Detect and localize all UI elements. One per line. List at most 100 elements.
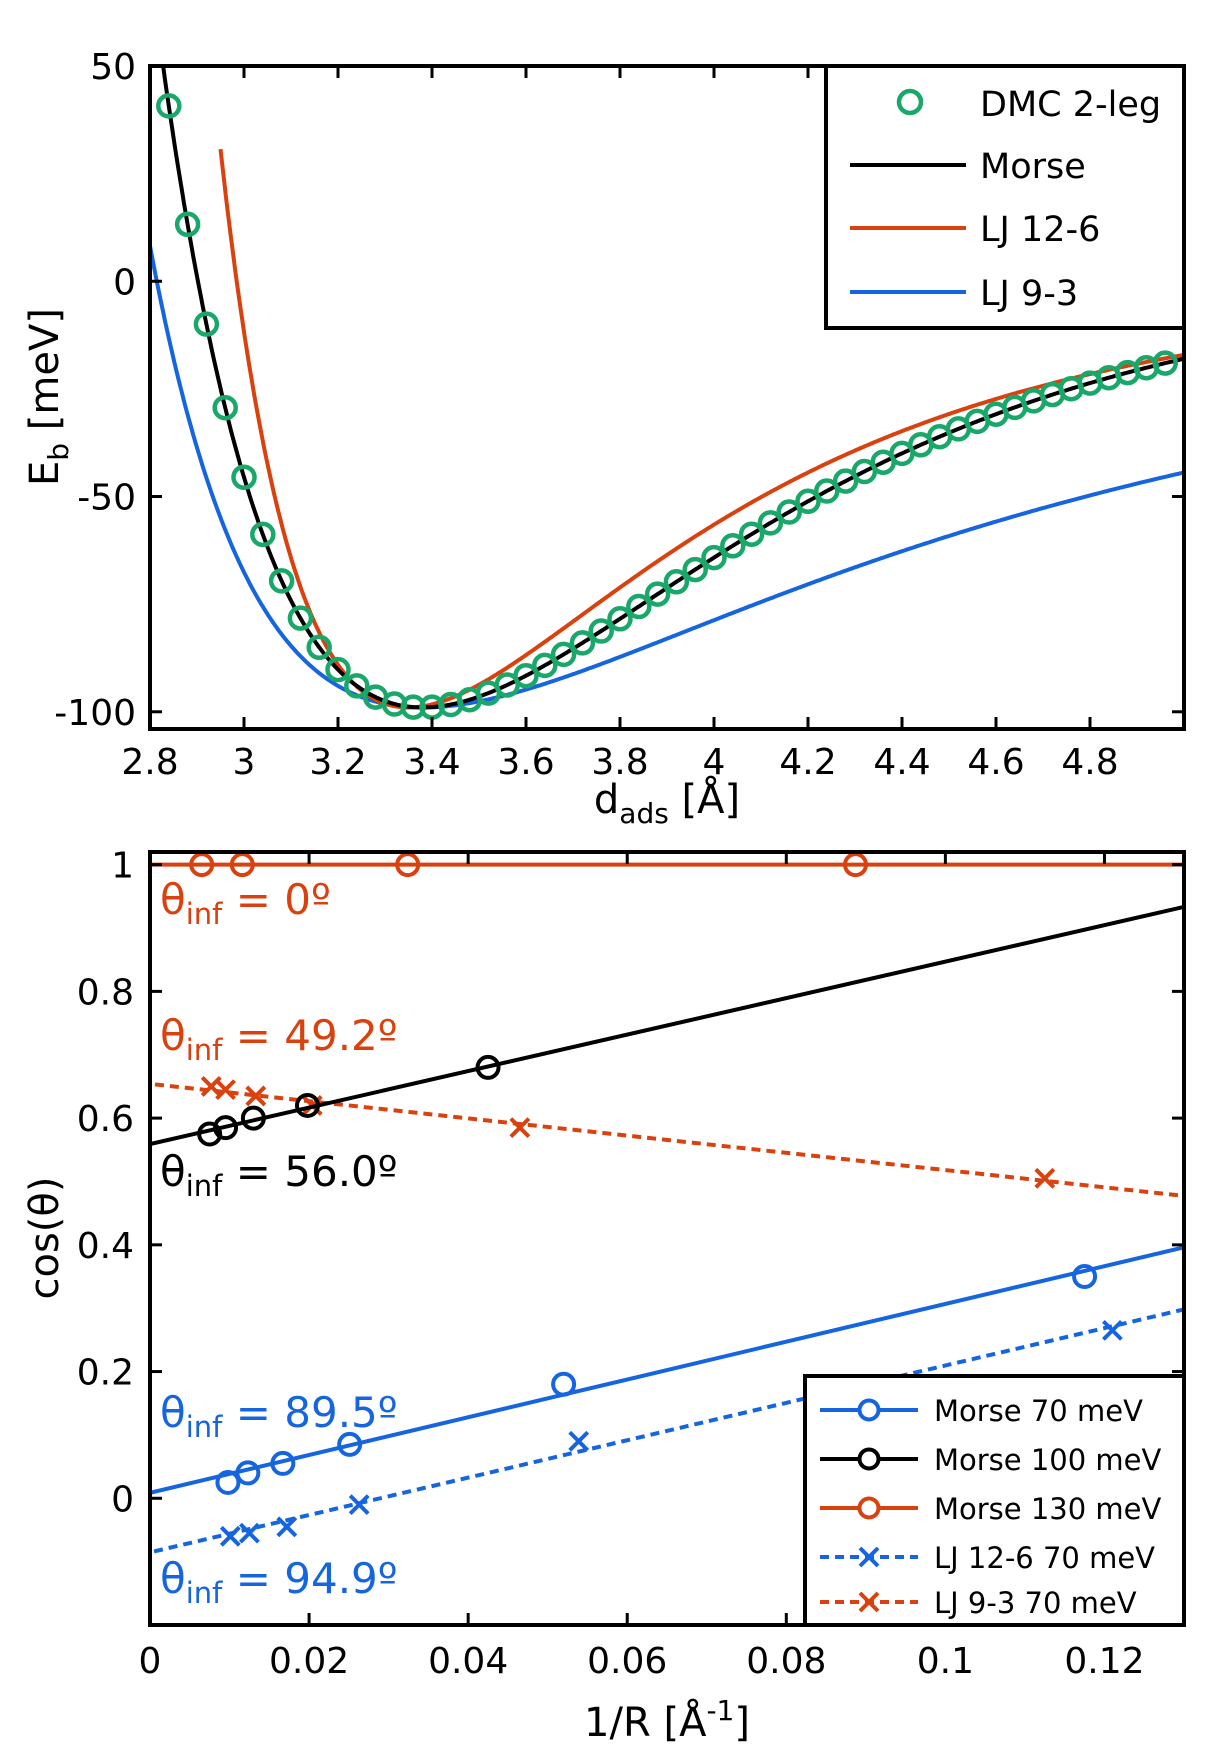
data-point-morse-100-mev [240, 1105, 266, 1131]
data-point-dmc [344, 673, 370, 699]
legend-label-morse70: Morse 70 meV [934, 1394, 1143, 1428]
legend-item-lj126: LJ 12-6 70 meV [820, 1541, 1155, 1575]
x-axis-label: dads [Å] [594, 775, 740, 830]
plot-frame-bottom [148, 850, 1186, 1627]
data-point-dmc [287, 605, 314, 631]
y-axis-label: Eb [meV] [22, 308, 75, 486]
y-tick-label: 0.4 [77, 1226, 134, 1267]
legend-marker-dmc [896, 88, 924, 116]
data-point-morse-100-mev [294, 1092, 320, 1118]
x-axis-label-bottom: 1/R [Å-1] [584, 1694, 750, 1746]
data-point-morse-70-mev [551, 1371, 577, 1397]
data-point-dmc [757, 510, 784, 536]
x-ticks: 2.8 3 3.2 3.4 3.6 3.8 4 4.2 4.4 4.6 4.8 [121, 66, 1119, 783]
data-point-morse-100-mev [213, 1115, 239, 1141]
data-point-lj-9-3-70-mev [509, 1117, 531, 1139]
legend-marker-lj93-70 [858, 1591, 880, 1613]
data-point-morse-70-mev [215, 1469, 241, 1495]
data-point-lj-12-6-70-mev [348, 1494, 370, 1516]
y-tick-label: 0.6 [77, 1099, 134, 1140]
legend-item-lj93: LJ 9-3 70 meV [820, 1586, 1137, 1620]
y-tick-label: 1 [111, 846, 134, 887]
data-point-dmc [814, 478, 840, 504]
legend-marker-morse100 [857, 1447, 881, 1471]
x-tick-label: 3.6 [497, 742, 554, 783]
data-point-lj-12-6-70-mev [239, 1522, 260, 1544]
y-tick-label: 0 [113, 262, 136, 303]
data-point-lj-12-6-70-mev [1102, 1319, 1123, 1341]
x-tick-label: 3.4 [403, 742, 460, 783]
data-point-morse-70-mev [235, 1460, 261, 1486]
data-point-morse-130-mev [395, 852, 421, 878]
fit-line-lj-12-6-70-mev [150, 1307, 1184, 1555]
data-point-dmc [776, 499, 802, 525]
data-point-morse-70-mev [270, 1450, 296, 1476]
x-tick-label: 3.2 [309, 742, 366, 783]
x-tick-label: 2.8 [121, 742, 178, 783]
annotation-theta-0: θinf = 0º [160, 875, 331, 931]
data-point-dmc [720, 533, 746, 559]
plot-frame [148, 64, 1186, 731]
data-point-dmc [588, 618, 614, 644]
x-tick-label: 3.8 [591, 742, 648, 783]
x-tick-label: 0 [139, 1641, 162, 1682]
legend-marker-morse130 [857, 1496, 881, 1520]
y-tick-label: -100 [54, 693, 136, 734]
data-point-dmc [250, 521, 276, 548]
data-point-morse-70-mev [1072, 1264, 1098, 1290]
data-point-dmc [644, 581, 671, 607]
y-ticks: 50 0 -50 -100 [54, 47, 1184, 734]
data-point-dmc [156, 93, 182, 119]
data-point-dmc [682, 556, 708, 583]
data-point-dmc [268, 568, 295, 594]
legend-label-dmc: DMC 2-leg [980, 85, 1161, 125]
x-tick-label: 4.2 [779, 742, 836, 783]
data-point-morse-130-mev [189, 852, 215, 878]
legend-label-lj93: LJ 9-3 [980, 274, 1078, 314]
data-point-lj-12-6-70-mev [219, 1525, 241, 1547]
x-tick-label: 0.02 [269, 1641, 349, 1682]
legend-marker-lj126-70 [858, 1546, 880, 1568]
data-point-dmc [1152, 350, 1178, 376]
fit-line-morse-100-mev [150, 904, 1184, 1147]
x-tick-label: 3 [233, 742, 256, 783]
data-point-dmc [795, 488, 821, 515]
data-point-morse-130-mev [229, 852, 255, 878]
legend-label-morse100: Morse 100 meV [934, 1443, 1162, 1477]
legend-label-morse: Morse [980, 147, 1086, 187]
data-point-lj-9-3-70-mev [215, 1079, 236, 1101]
data-point-dmc [626, 593, 652, 620]
annotation-theta-49: θinf = 49.2º [160, 1011, 398, 1067]
data-point-dmc [550, 641, 577, 668]
annotations: θinf = 0º θinf = 49.2º θinf = 56.0º θinf… [160, 875, 398, 1610]
legend-label-lj93-70: LJ 9-3 70 meV [934, 1586, 1137, 1620]
annotation-theta-89: θinf = 89.5º [160, 1388, 398, 1444]
data-point-dmc [607, 606, 633, 632]
series-line-lj93 [150, 235, 1184, 710]
legend-bottom: Morse 70 meV Morse 100 meV Morse 130 meV… [803, 1374, 1186, 1627]
data-point-dmc [193, 311, 220, 337]
data-point-lj-12-6-70-mev [276, 1516, 298, 1538]
data-point-dmc [231, 464, 257, 490]
y-tick-label: 0 [111, 1479, 134, 1520]
data-point-dmc [174, 211, 201, 238]
x-tick-label: 4.4 [873, 742, 930, 783]
data-point-morse-130-mev [843, 852, 869, 878]
y-ticks-bottom: 0 0.2 0.4 0.6 0.8 1 [77, 846, 1184, 1520]
x-tick-label: 4 [703, 742, 726, 783]
legend-top: DMC 2-leg Morse LJ 12-6 LJ 9-3 [824, 64, 1186, 330]
x-tick-label: 4.6 [967, 742, 1024, 783]
x-tick-label: 0.08 [746, 1641, 826, 1682]
data-point-dmc [663, 569, 690, 595]
data-point-dmc [212, 394, 238, 421]
data-point-lj-9-3-70-mev [1034, 1167, 1056, 1189]
data-point-dmc [738, 521, 765, 547]
legend-marker-morse70 [857, 1398, 881, 1422]
data-point-dmc [569, 630, 596, 656]
legend-label-morse130: Morse 130 meV [934, 1492, 1162, 1526]
fit-line-morse-70-mev [150, 1245, 1184, 1495]
data-point-dmc [306, 634, 332, 661]
x-tick-label: 0.1 [917, 1641, 974, 1682]
x-tick-label: 0.04 [428, 1641, 508, 1682]
